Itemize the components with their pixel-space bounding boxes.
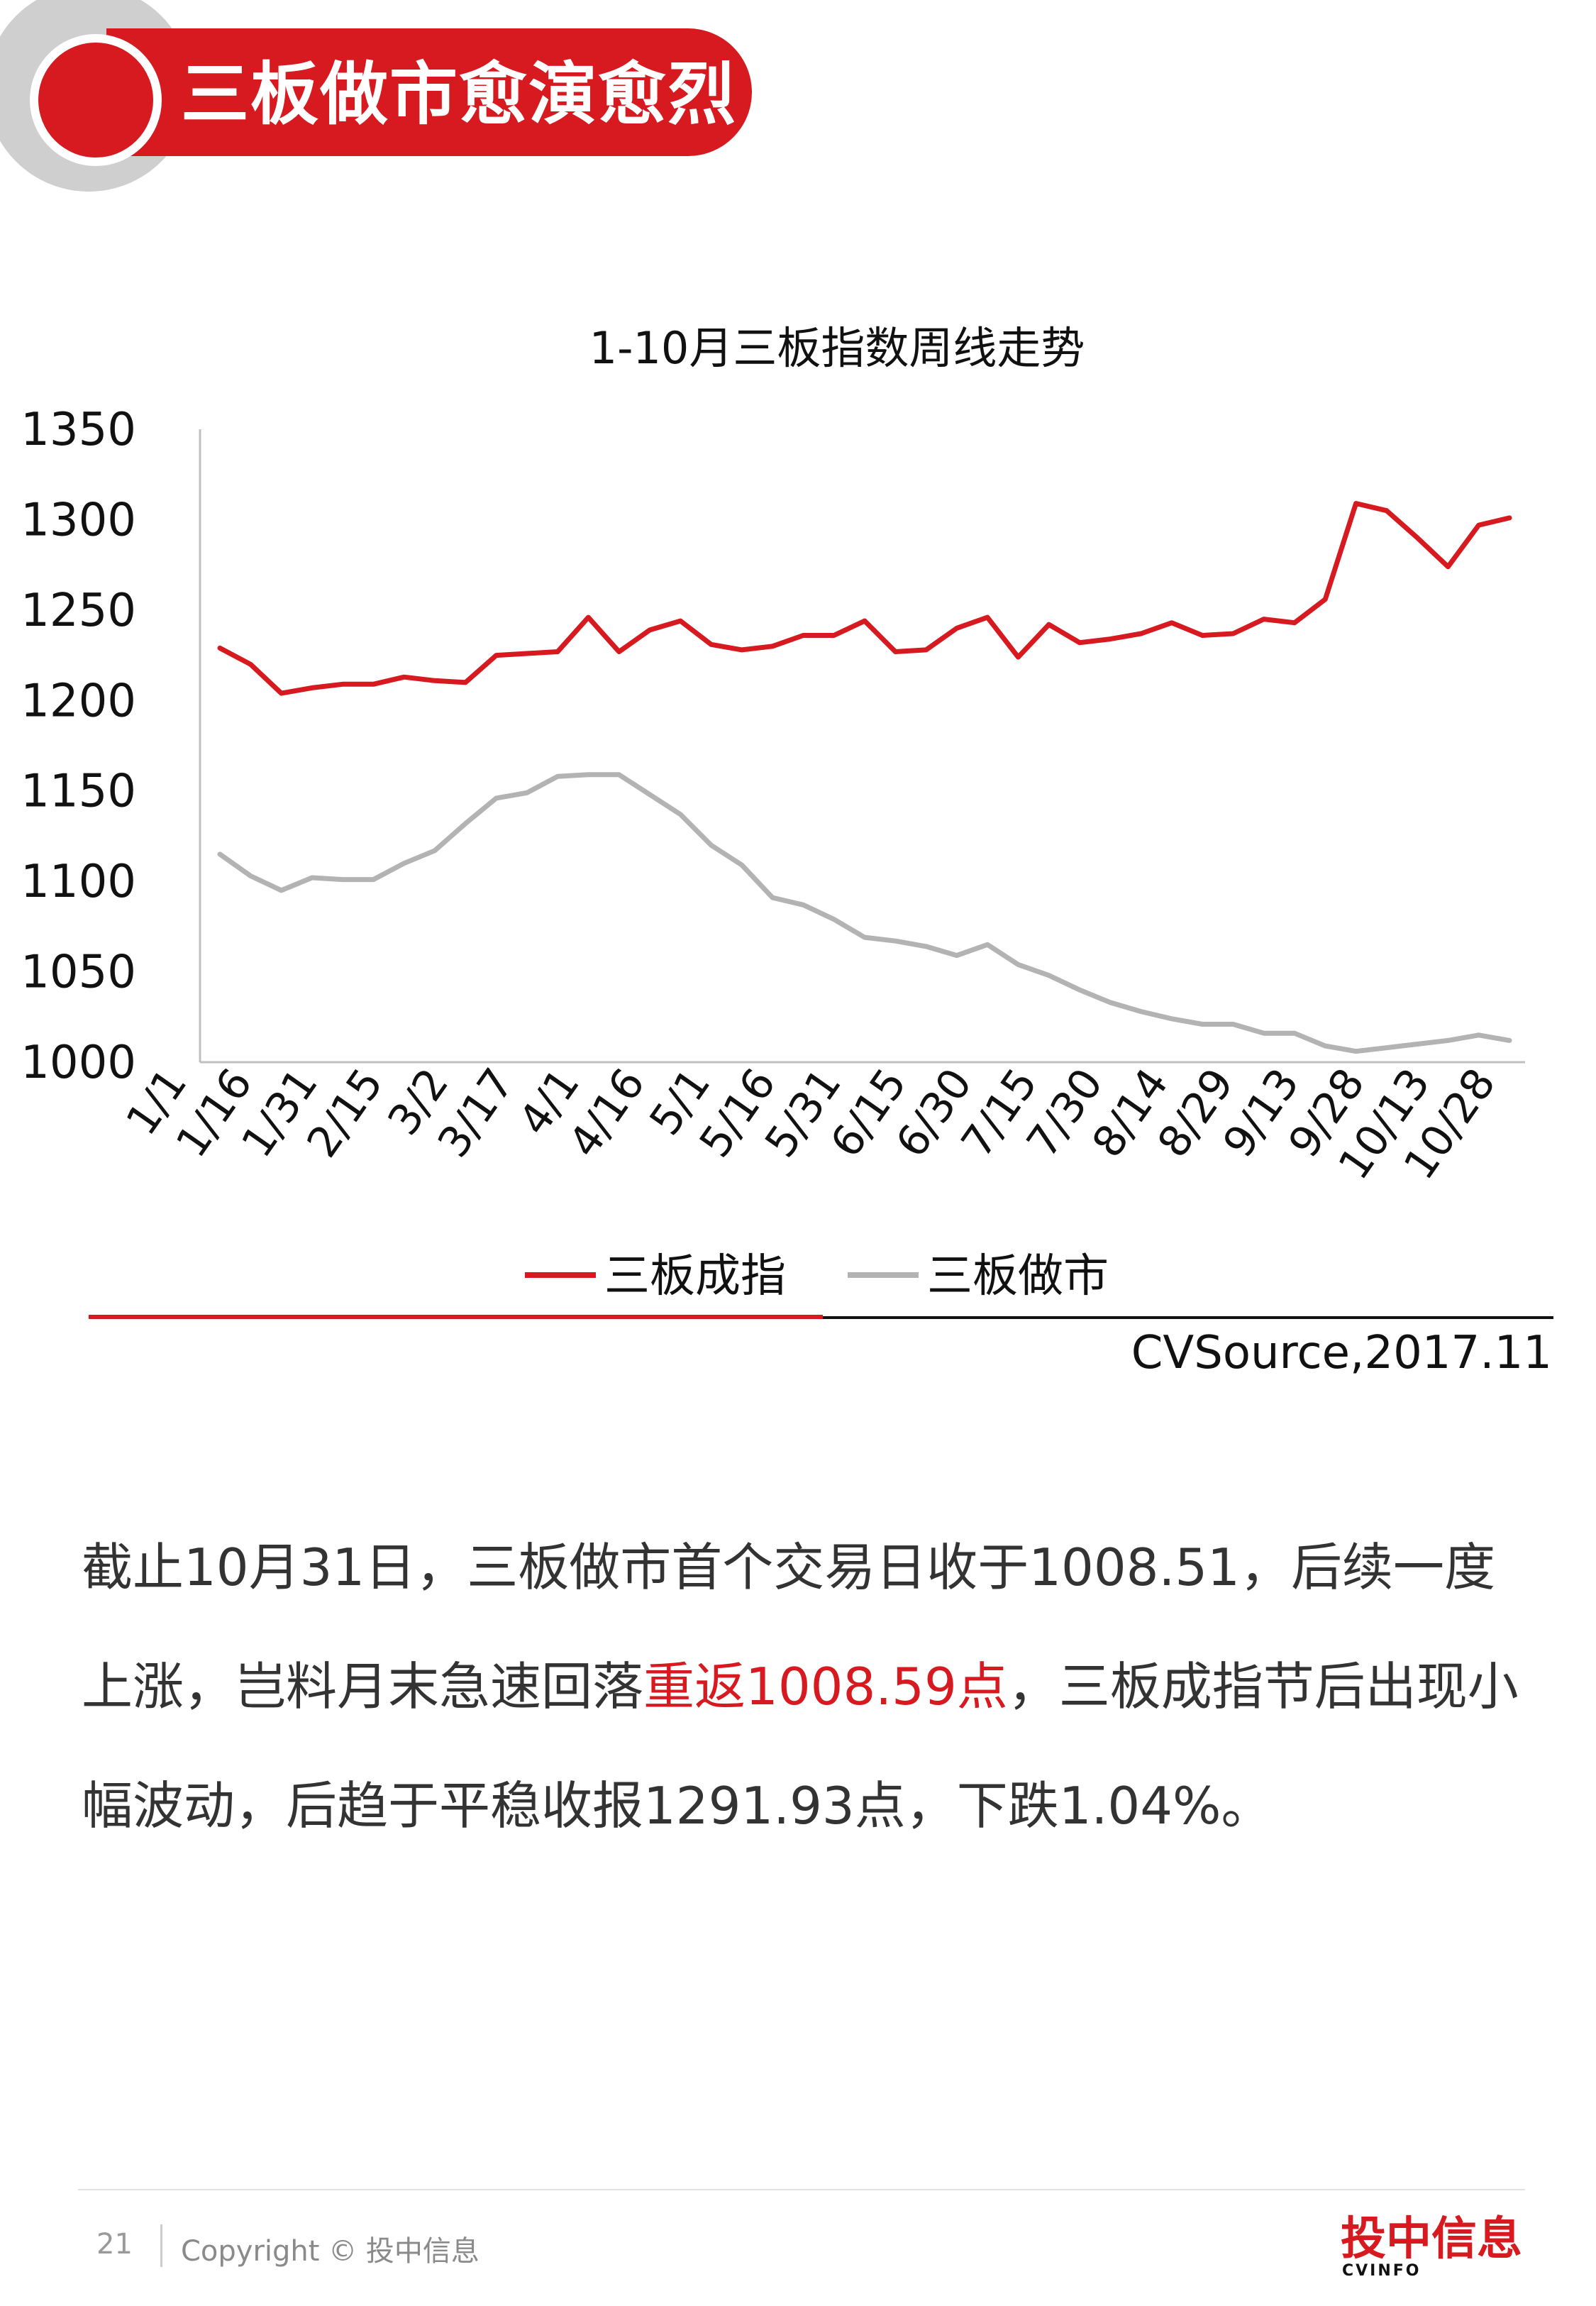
y-tick-label: 1350	[21, 404, 136, 456]
y-tick-label: 1250	[21, 585, 136, 637]
divider-black	[823, 1316, 1553, 1319]
y-tick-label: 1050	[21, 947, 136, 999]
company-logo: 投中信息 CVINFO	[1341, 2214, 1525, 2285]
header-red-dot	[30, 34, 162, 166]
x-tick-label: 8/29	[1148, 1059, 1244, 1166]
body-text-part-1: 截止10月31日，三板做市首个交易日收于1008.51，后续一度上涨，岂料月末急…	[82, 1538, 1495, 1716]
body-text-part-2: ，三板成指节后出现小幅波动，后趋于平稳收报1291.93点，下跌1.04%。	[82, 1657, 1519, 1836]
y-tick-label: 1200	[21, 675, 136, 727]
x-tick-label: 9/13	[1214, 1059, 1309, 1166]
x-tick-label: 5/16	[690, 1059, 786, 1166]
page-title: 三板做市愈演愈烈	[181, 55, 737, 134]
legend-label: 三板成指	[604, 1250, 786, 1303]
header-banner	[106, 28, 752, 156]
x-tick-label: 8/14	[1082, 1059, 1178, 1166]
chart-legend: 三板成指 三板做市	[525, 1250, 1109, 1303]
y-tick-label: 1300	[21, 494, 136, 546]
line-chart: 1-10月三板指数周线走势 1350 1300 1250 1200 1150 1100 10…	[21, 322, 1525, 1303]
series-line-1	[217, 501, 1512, 696]
body-paragraph: 截止10月31日，三板做市首个交易日收于1008.51，后续一度上涨，岂料月末急…	[82, 1508, 1543, 1865]
y-tick-label: 1100	[21, 856, 136, 908]
footer-divider	[78, 2189, 1525, 2190]
logo-english-text: CVINFO	[1342, 2262, 1422, 2280]
series-lines	[217, 501, 1512, 1054]
y-tick-label: 1000	[21, 1037, 136, 1089]
legend-label: 三板做市	[927, 1250, 1109, 1303]
footer-separator	[160, 2224, 162, 2267]
divider-red	[89, 1315, 823, 1319]
copyright-text: Copyright © 投中信息	[181, 2235, 480, 2268]
x-tick-label: 1/31	[232, 1059, 328, 1166]
x-tick-label: 7/30	[1017, 1059, 1113, 1166]
x-tick-label: 3/17	[428, 1059, 524, 1166]
x-tick-label: 5/31	[755, 1059, 851, 1166]
highlighted-value: 重返1008.59点	[643, 1657, 1008, 1716]
y-tick-labels: 1350 1300 1250 1200 1150 1100 1050 1000	[21, 404, 136, 1089]
x-tick-label: 6/15	[821, 1059, 916, 1166]
x-tick-label: 7/15	[952, 1059, 1048, 1166]
x-tick-label: 1/16	[167, 1059, 262, 1166]
chart-title: 1-10月三板指数周线走势	[589, 322, 1085, 374]
source-note: CVSource,2017.11	[1131, 1327, 1552, 1379]
x-tick-label: 6/30	[887, 1059, 982, 1166]
page-number: 21	[96, 2228, 133, 2261]
series-line-2	[217, 772, 1512, 1054]
x-tick-labels: 1/11/161/312/153/23/174/14/165/15/165/31…	[117, 1059, 1506, 1188]
y-tick-label: 1150	[21, 766, 136, 818]
x-tick-label: 4/16	[559, 1059, 655, 1166]
x-tick-label: 2/15	[297, 1059, 393, 1166]
logo-chinese-text: 投中信息	[1341, 2213, 1522, 2266]
